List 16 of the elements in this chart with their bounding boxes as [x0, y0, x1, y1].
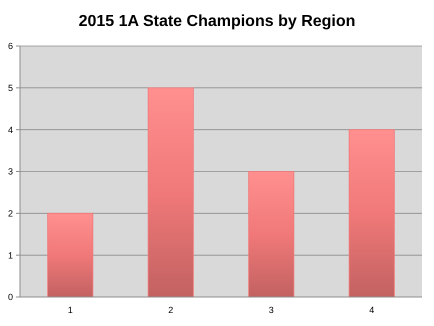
- x-tick-label: 1: [68, 305, 73, 315]
- bar: [248, 171, 294, 298]
- y-tick-label: 5: [8, 82, 13, 93]
- y-tick-label: 2: [8, 208, 13, 218]
- bar: [348, 129, 395, 298]
- y-tick-label: 4: [8, 124, 13, 135]
- y-tick-label: 1: [8, 250, 13, 260]
- x-tick-label: 2: [168, 305, 174, 315]
- chart-title: 2015 1A State Champions by Region: [78, 13, 356, 30]
- x-tick-label: 4: [369, 305, 374, 315]
- x-tick-label: 3: [268, 305, 274, 315]
- y-tick-label: 3: [8, 166, 13, 177]
- y-tick-label: 6: [8, 41, 13, 52]
- bar: [47, 212, 94, 298]
- y-tick-label: 0: [8, 292, 13, 302]
- bar: [148, 87, 194, 298]
